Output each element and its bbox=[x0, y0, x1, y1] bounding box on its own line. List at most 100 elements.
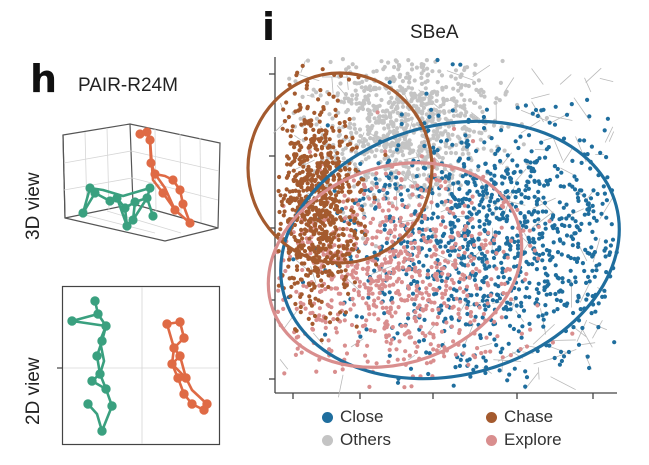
scatter-point bbox=[448, 199, 453, 204]
scatter-point bbox=[384, 339, 389, 344]
scatter-point bbox=[536, 256, 541, 261]
scatter-point bbox=[391, 252, 396, 257]
scatter-point bbox=[335, 151, 340, 156]
scatter-point bbox=[578, 307, 583, 312]
scatter-point bbox=[375, 229, 380, 234]
scatter-point bbox=[293, 352, 298, 357]
scatter-point bbox=[417, 227, 422, 232]
scatter-point bbox=[579, 221, 584, 226]
scatter-point bbox=[284, 100, 289, 105]
scatter-point bbox=[545, 182, 550, 187]
scatter-point bbox=[302, 153, 307, 159]
scatter-point bbox=[317, 313, 322, 318]
scatter-point bbox=[575, 191, 580, 196]
scatter-point bbox=[499, 225, 504, 230]
scatter-point bbox=[366, 107, 371, 112]
scatter-point bbox=[363, 323, 368, 328]
scatter-point bbox=[472, 180, 477, 185]
scatter-point bbox=[382, 326, 387, 331]
scatter-point bbox=[275, 309, 280, 314]
scatter-point bbox=[414, 288, 419, 293]
scatter-point bbox=[435, 90, 440, 95]
scatter-point bbox=[363, 188, 368, 193]
scatter-point bbox=[460, 152, 465, 157]
scatter-point bbox=[506, 341, 511, 346]
scatter-point bbox=[523, 188, 528, 193]
scatter-point bbox=[315, 266, 320, 271]
scatter-point bbox=[524, 344, 530, 349]
scatter-point bbox=[433, 229, 438, 234]
scatter-point bbox=[357, 198, 362, 203]
scatter-point bbox=[384, 215, 389, 220]
scatter-point bbox=[442, 292, 448, 297]
scatter-point bbox=[564, 112, 570, 117]
scatter-point bbox=[396, 100, 401, 105]
scatter-point bbox=[390, 300, 395, 305]
scatter-point bbox=[424, 240, 429, 245]
scatter-point bbox=[302, 231, 307, 236]
scatter-point bbox=[348, 121, 353, 126]
scatter-point bbox=[347, 167, 352, 172]
scatter-point bbox=[451, 181, 456, 186]
scatter-point bbox=[383, 167, 388, 172]
scatter-point bbox=[346, 182, 351, 187]
scatter-point bbox=[412, 302, 417, 307]
scatter-point bbox=[500, 346, 505, 351]
scatter-point bbox=[457, 363, 462, 368]
scatter-point bbox=[330, 116, 335, 121]
scatter-point bbox=[443, 199, 448, 204]
scatter-point bbox=[417, 260, 422, 265]
scatter-point bbox=[451, 195, 457, 200]
scatter-point bbox=[544, 178, 549, 183]
scatter-point bbox=[458, 357, 463, 362]
scatter-point bbox=[298, 304, 303, 310]
scatter-point bbox=[469, 233, 474, 239]
scatter-point bbox=[480, 197, 485, 202]
scatter-point bbox=[422, 143, 427, 149]
scatter-point bbox=[516, 287, 522, 292]
scatter-point bbox=[461, 162, 466, 167]
sbea-cluster-ellipses bbox=[246, 71, 621, 381]
scatter-point bbox=[570, 243, 575, 248]
scatter-point bbox=[319, 299, 324, 304]
scatter-point bbox=[416, 245, 421, 250]
scatter-point bbox=[364, 267, 369, 272]
scatter-point bbox=[426, 293, 431, 298]
scatter-point bbox=[520, 223, 525, 228]
scatter-point bbox=[394, 206, 399, 211]
scatter-point bbox=[424, 91, 429, 96]
scatter-point bbox=[430, 100, 435, 105]
scatter-point bbox=[592, 274, 597, 279]
scatter-point bbox=[430, 191, 435, 196]
scatter-point bbox=[446, 272, 451, 277]
scatter-point bbox=[547, 177, 553, 183]
scatter-point bbox=[366, 142, 371, 147]
scatter-point bbox=[362, 191, 367, 197]
scatter-point bbox=[352, 122, 357, 127]
scatter-point bbox=[462, 250, 467, 255]
scatter-point bbox=[447, 109, 452, 114]
scatter-point bbox=[415, 305, 420, 310]
scatter-point bbox=[409, 92, 414, 97]
scatter-point bbox=[340, 185, 345, 190]
scatter-point bbox=[450, 62, 455, 67]
scatter-point bbox=[344, 246, 349, 251]
scatter-point bbox=[588, 196, 594, 201]
scatter-point bbox=[391, 282, 396, 287]
scatter-point bbox=[320, 221, 325, 226]
scatter-point bbox=[313, 213, 319, 218]
scatter-point bbox=[456, 88, 461, 93]
scatter-point bbox=[428, 360, 433, 365]
scatter-point bbox=[337, 174, 342, 179]
scatter-point bbox=[337, 264, 342, 269]
scatter-point bbox=[508, 353, 513, 358]
scatter-point bbox=[401, 357, 406, 362]
scatter-point bbox=[379, 97, 384, 103]
scatter-point bbox=[326, 338, 331, 343]
scatter-point bbox=[293, 188, 298, 193]
scatter-point bbox=[587, 114, 592, 119]
scatter-point bbox=[392, 234, 397, 239]
scatter-point bbox=[331, 145, 336, 150]
scatter-point bbox=[451, 383, 456, 388]
legend-item-others: Others bbox=[322, 430, 391, 450]
